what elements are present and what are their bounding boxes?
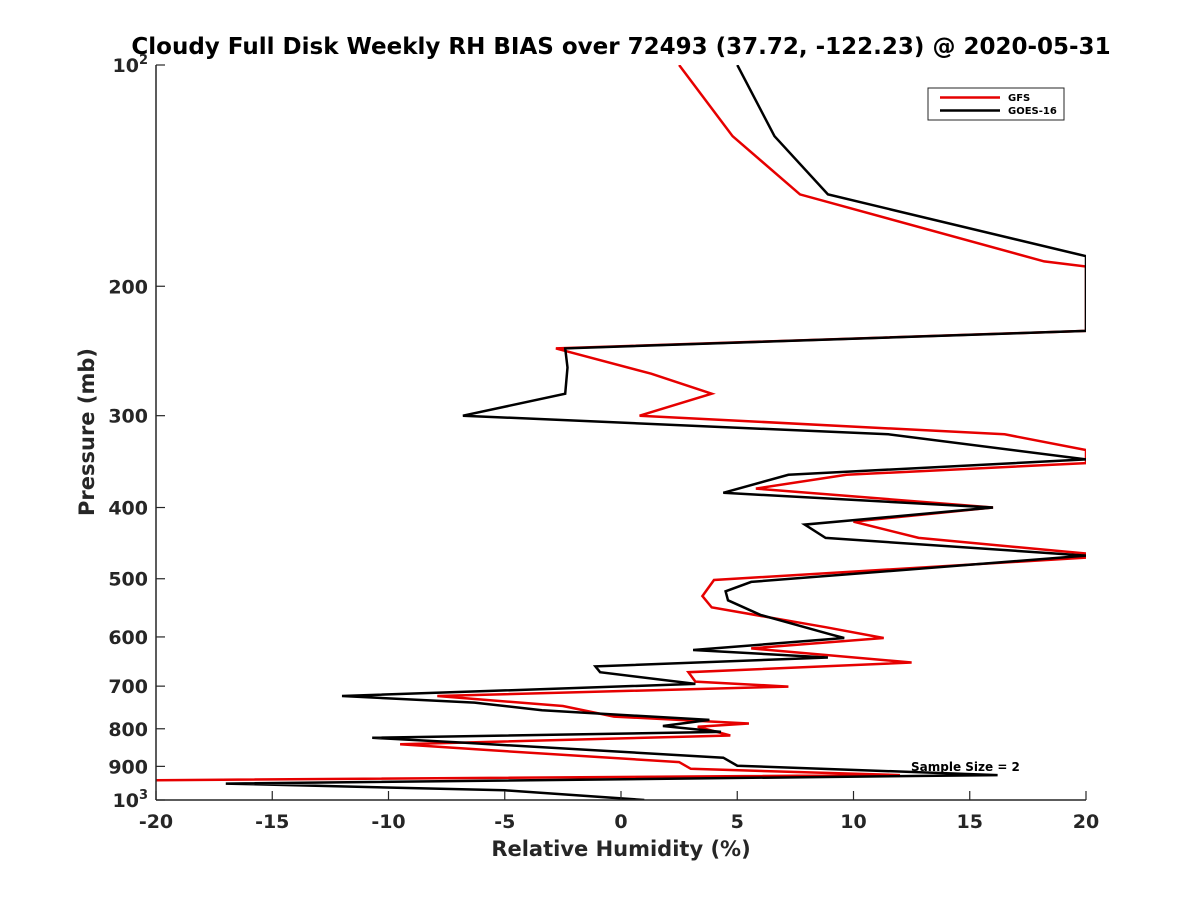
x-tick-label: 10 bbox=[840, 811, 866, 833]
x-tick-label: 0 bbox=[614, 811, 627, 833]
x-ticks: -20 -15 -10 -5 0 5 10 15 20 bbox=[139, 791, 1099, 833]
legend: GFS GOES-16 bbox=[927, 87, 1065, 121]
y-tick-label: 900 bbox=[108, 756, 148, 778]
y-tick-label: 500 bbox=[108, 569, 148, 591]
y-tick-label-power: 102 bbox=[113, 53, 149, 77]
x-tick-label: 20 bbox=[1073, 811, 1099, 833]
x-axis-label: Relative Humidity (%) bbox=[491, 837, 750, 861]
y-tick-label: 400 bbox=[108, 498, 148, 520]
legend-box bbox=[927, 87, 1065, 121]
legend-label-gfs: GFS bbox=[1008, 93, 1030, 104]
legend-label-goes-16: GOES-16 bbox=[1008, 106, 1057, 117]
y-tick-label: 300 bbox=[108, 406, 148, 428]
y-tick-label: 200 bbox=[108, 276, 148, 298]
y-tick-label: 600 bbox=[108, 627, 148, 649]
x-tick-label: -10 bbox=[371, 811, 405, 833]
sample-size-annotation: Sample Size = 2 bbox=[911, 760, 1020, 774]
x-tick-label: 5 bbox=[731, 811, 744, 833]
y-axis-label: Pressure (mb) bbox=[75, 348, 99, 516]
x-tick-label: 15 bbox=[957, 811, 983, 833]
y-tick-label-power: 103 bbox=[113, 788, 149, 812]
y-tick-label: 700 bbox=[108, 676, 148, 698]
x-tick-label: -5 bbox=[494, 811, 515, 833]
series-line-gfs bbox=[156, 65, 1086, 782]
x-tick-label: -20 bbox=[139, 811, 173, 833]
chart-title: Cloudy Full Disk Weekly RH BIAS over 724… bbox=[131, 34, 1110, 60]
x-tick-label: -15 bbox=[255, 811, 289, 833]
y-ticks: 102 200 300 400 500 600 700 800 900 103 bbox=[108, 53, 165, 812]
y-tick-label: 800 bbox=[108, 719, 148, 741]
series-line-goes-16 bbox=[225, 65, 1086, 800]
plot-lines bbox=[156, 65, 1086, 800]
